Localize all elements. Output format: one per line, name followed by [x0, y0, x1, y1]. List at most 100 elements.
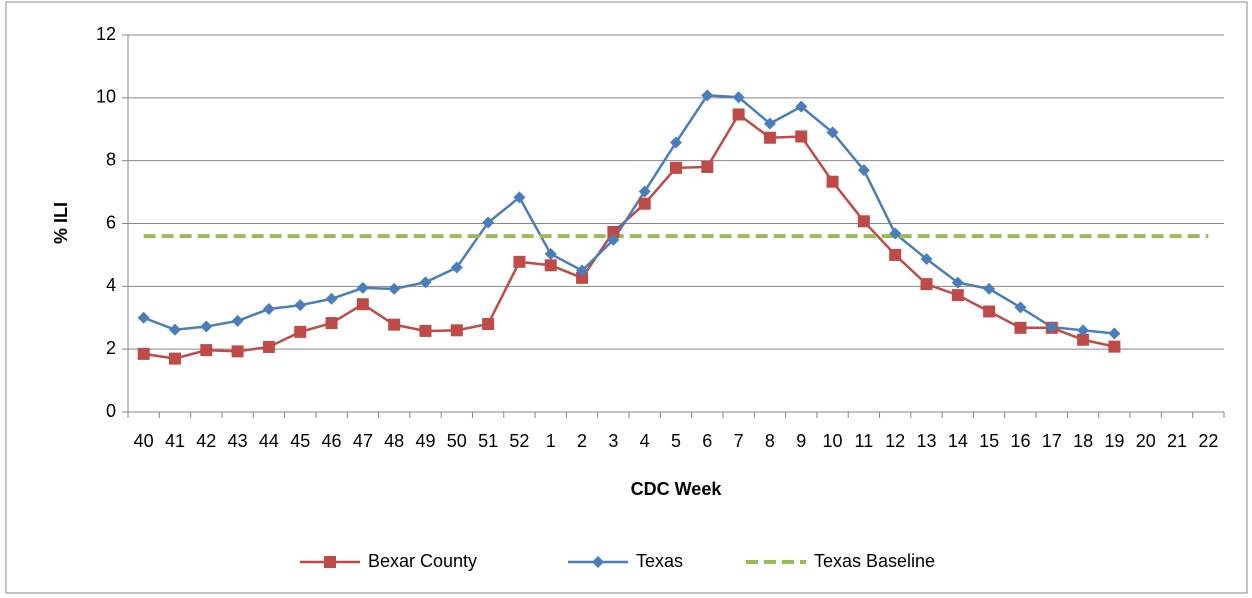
data-point	[388, 282, 401, 295]
x-tick-label: 42	[196, 431, 216, 451]
data-point	[1077, 333, 1090, 346]
data-point	[1077, 324, 1090, 337]
chart-border	[5, 1, 1248, 594]
data-point	[951, 276, 964, 289]
data-point	[450, 261, 463, 274]
y-tick-label: 8	[106, 149, 116, 169]
data-point	[1014, 321, 1027, 334]
legend-label: Bexar County	[368, 551, 477, 571]
data-point	[951, 289, 964, 302]
data-point	[294, 325, 307, 338]
data-point	[262, 340, 275, 353]
series-line	[143, 94, 1115, 335]
data-point	[513, 191, 526, 204]
x-tick-label: 9	[796, 431, 806, 451]
data-point	[1045, 321, 1058, 334]
x-tick-label: 49	[415, 431, 435, 451]
data-point	[168, 352, 181, 365]
x-tick-label: 43	[228, 431, 248, 451]
data-point	[137, 311, 150, 324]
data-point	[607, 225, 620, 238]
x-tick-label: 12	[885, 431, 905, 451]
data-point	[1014, 301, 1027, 314]
x-tick-label: 51	[478, 431, 498, 451]
data-point	[168, 323, 181, 336]
x-tick-label: 50	[447, 431, 467, 451]
data-point	[544, 259, 557, 272]
x-tick-label: 40	[134, 431, 154, 451]
data-point	[763, 131, 776, 144]
data-point	[576, 271, 589, 284]
data-point	[544, 247, 557, 260]
data-point	[889, 227, 902, 240]
legend-label: Texas Baseline	[814, 551, 935, 571]
data-point	[670, 136, 682, 149]
x-tick-label: 18	[1073, 431, 1093, 451]
data-point	[826, 126, 839, 139]
data-point	[513, 255, 526, 268]
data-point	[200, 320, 213, 333]
data-point	[482, 216, 495, 229]
x-tick-label: 46	[322, 431, 342, 451]
data-point	[763, 117, 776, 130]
x-tick-label: 21	[1167, 431, 1187, 451]
x-tick-label: 3	[608, 431, 618, 451]
x-tick-label: 15	[979, 431, 999, 451]
data-point	[356, 298, 369, 311]
y-tick-label: 0	[106, 401, 116, 421]
x-tick-label: 41	[165, 431, 185, 451]
data-point	[419, 324, 432, 337]
x-tick-label: 8	[765, 431, 775, 451]
x-tick-label: 6	[702, 431, 712, 451]
data-point	[262, 302, 275, 315]
data-point	[983, 282, 996, 295]
data-point	[294, 299, 307, 312]
data-point	[607, 233, 620, 246]
x-tick-label: 10	[823, 431, 843, 451]
data-point	[325, 317, 338, 330]
data-point	[857, 164, 870, 177]
data-point	[670, 161, 682, 174]
x-tick-label: 22	[1198, 431, 1218, 451]
data-point	[826, 175, 839, 188]
x-tick-label: 17	[1042, 431, 1062, 451]
x-tick-label: 4	[640, 431, 650, 451]
data-point	[482, 318, 495, 331]
y-tick-label: 4	[106, 275, 116, 295]
x-tick-label: 19	[1104, 431, 1124, 451]
x-tick-label: 7	[734, 431, 744, 451]
y-tick-label: 12	[96, 24, 116, 44]
data-point	[356, 281, 369, 294]
x-tick-label: 5	[671, 431, 681, 451]
data-point	[732, 91, 745, 104]
data-point	[231, 345, 244, 358]
data-point	[388, 318, 401, 331]
y-tick-label: 2	[106, 338, 116, 358]
data-point	[857, 215, 870, 228]
data-point	[732, 108, 745, 121]
data-point	[920, 278, 933, 291]
y-axis-label: % ILI	[51, 202, 71, 244]
data-point	[450, 324, 463, 337]
x-tick-label: 47	[353, 431, 373, 451]
data-point	[701, 89, 714, 102]
data-point	[231, 314, 244, 327]
x-tick-label: 14	[948, 431, 968, 451]
legend-marker	[324, 556, 336, 568]
x-tick-label: 13	[916, 431, 936, 451]
data-point	[576, 264, 589, 277]
data-point	[1108, 340, 1121, 353]
data-point	[795, 130, 808, 143]
data-point	[638, 185, 651, 198]
y-tick-label: 10	[96, 87, 116, 107]
data-point	[419, 276, 432, 289]
data-point	[200, 344, 213, 357]
x-tick-label: 45	[290, 431, 310, 451]
x-tick-label: 16	[1010, 431, 1030, 451]
data-point	[983, 305, 996, 318]
data-point	[701, 160, 714, 173]
legend-marker	[592, 556, 604, 568]
x-tick-label: 20	[1136, 431, 1156, 451]
